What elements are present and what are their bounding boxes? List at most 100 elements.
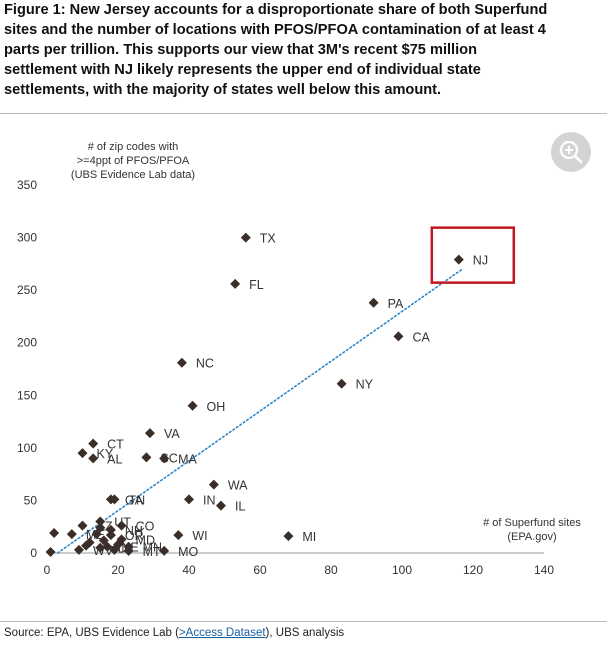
x-tick-label: 120 (463, 563, 483, 577)
marker-mi (283, 531, 294, 542)
marker-fl (230, 278, 241, 289)
figure-title: Figure 1: New Jersey accounts for a disp… (4, 0, 602, 100)
point-label-ct: CT (107, 438, 124, 452)
point-label-tx: TX (260, 232, 277, 246)
y-tick-label: 300 (17, 231, 37, 245)
x-tick-label: 140 (534, 563, 554, 577)
point-label-ma: MA (178, 452, 197, 466)
x-tick-label: 40 (182, 563, 196, 577)
marker-ne (102, 541, 113, 552)
marker-ar (95, 522, 106, 533)
y-axis-title-line: >=4ppt of PFOS/PFOA (76, 155, 190, 167)
x-tick-label: 80 (324, 563, 338, 577)
marker-wv (73, 544, 84, 555)
marker-id (95, 542, 106, 553)
y-tick-label: 50 (24, 493, 38, 507)
point-label-co: CO (136, 520, 155, 534)
point-label-or: OR (125, 529, 144, 543)
point-label-mo: MO (178, 545, 198, 559)
marker-ks (84, 537, 95, 548)
point-label-md: MD (136, 533, 155, 547)
marker-az (77, 520, 88, 531)
y-axis-title-line: (UBS Evidence Lab data) (70, 169, 196, 181)
access-dataset-link[interactable]: >Access Dataset (178, 627, 266, 639)
title-divider (0, 113, 607, 114)
x-tick-label: 0 (44, 563, 51, 577)
marker-vt (49, 528, 60, 539)
marker-or (105, 530, 116, 541)
point-label-pa: PA (388, 297, 404, 311)
point-label-fl: FL (249, 278, 264, 292)
point-label-tn: TN (128, 493, 145, 507)
marker-nh (105, 524, 116, 535)
y-tick-label: 0 (30, 546, 37, 560)
marker-ut (95, 516, 106, 527)
y-axis-title: # of zip codes with >=4ppt of PFOS/PFOA … (48, 140, 218, 182)
point-label-ga: GA (125, 493, 144, 507)
marker-wi (173, 530, 184, 541)
point-label-sc: SC (160, 451, 177, 465)
x-axis-title-line: (EPA.gov) (507, 531, 557, 543)
marker-co (116, 520, 127, 531)
x-tick-label: 20 (111, 563, 125, 577)
marker-il (215, 500, 226, 511)
source-note: Source: EPA, UBS Evidence Lab (>Access D… (4, 627, 344, 639)
marker-ny (336, 378, 347, 389)
zoom-in-icon (559, 140, 583, 164)
point-label-me: ME (86, 528, 105, 542)
point-label-nh: NH (125, 524, 143, 538)
source-suffix: ), UBS analysis (265, 627, 345, 639)
point-label-oh: OH (207, 400, 226, 414)
footer-divider (0, 621, 607, 622)
marker-al (88, 453, 99, 464)
point-label-nj: NJ (473, 254, 488, 268)
point-label-nc: NC (196, 357, 214, 371)
figure-title-line: sites and the number of locations with P… (4, 22, 546, 38)
point-label-id: ID (114, 542, 127, 556)
marker-va (144, 428, 155, 439)
scatter-chart: 0 50 100 150 200 250 300 350 0 20 40 60 80 100 120 140 N… (17, 178, 554, 577)
marker-nc (176, 357, 187, 368)
point-label-ne: NE (121, 541, 138, 555)
figure-title-line: Figure 1: New Jersey accounts for a disp… (4, 2, 548, 18)
x-axis-title: # of Superfund sites (EPA.gov) (462, 516, 602, 544)
marker-wy (45, 546, 56, 557)
zoom-button[interactable] (551, 132, 591, 172)
marker-tn (109, 494, 120, 505)
marker-ky (77, 448, 88, 459)
point-label-wv: WV (93, 544, 114, 558)
point-label-ca: CA (412, 330, 430, 344)
marker-ca (393, 331, 404, 342)
marker-ok (113, 539, 123, 550)
y-tick-label: 350 (17, 178, 37, 192)
point-label-mi: MI (302, 530, 316, 544)
point-label-az: AZ (97, 520, 113, 534)
point-label-il: IL (235, 500, 245, 514)
marker-ct (88, 438, 99, 449)
marker-oh (187, 400, 198, 411)
source-prefix: Source: EPA, UBS Evidence Lab ( (4, 627, 179, 639)
marker-wa (208, 479, 219, 490)
figure-title-line: parts per trillion. This supports our vi… (4, 42, 477, 58)
point-label-wa: WA (228, 479, 248, 493)
highlight-box-nj (430, 226, 516, 284)
point-label-ky: KY (97, 447, 114, 461)
y-tick-label: 250 (17, 283, 37, 297)
marker-mo (159, 545, 170, 556)
point-label-al: AL (107, 452, 122, 466)
marker-in (184, 494, 194, 505)
point-label-in: IN (203, 493, 216, 507)
x-tick-label: 60 (253, 563, 267, 577)
x-tick-label: 100 (392, 563, 412, 577)
figure-title-line: settlements, with the majority of states… (4, 82, 442, 98)
trendline (56, 268, 464, 554)
point-label-va: VA (164, 427, 180, 441)
marker-tx (240, 232, 251, 243)
y-tick-label: 150 (17, 388, 37, 402)
point-label-ny: NY (356, 378, 374, 392)
marker-pa (368, 297, 379, 308)
y-axis-title-line: # of zip codes with (87, 141, 179, 153)
point-label-mn: MN (143, 541, 162, 555)
marker-sc (141, 452, 152, 463)
marker-ma (159, 453, 170, 464)
